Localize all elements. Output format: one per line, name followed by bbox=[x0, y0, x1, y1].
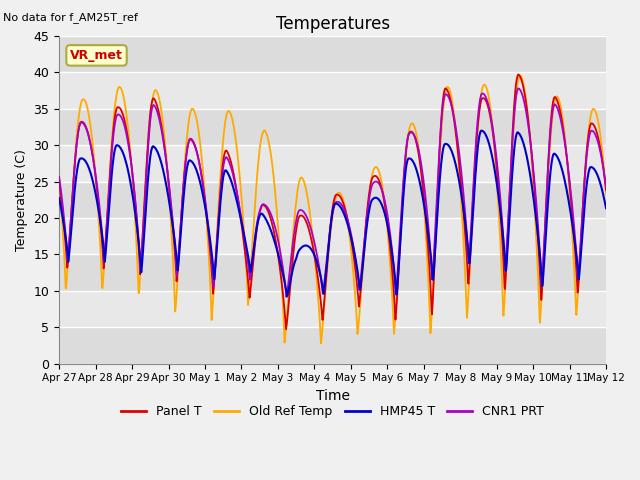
Legend: Panel T, Old Ref Temp, HMP45 T, CNR1 PRT: Panel T, Old Ref Temp, HMP45 T, CNR1 PRT bbox=[116, 400, 549, 423]
Bar bbox=[59, 181, 606, 218]
Bar bbox=[59, 109, 606, 145]
Bar bbox=[59, 145, 606, 181]
Bar bbox=[59, 254, 606, 291]
Title: Temperatures: Temperatures bbox=[276, 15, 390, 33]
Bar bbox=[59, 0, 606, 36]
Text: No data for f_AM25T_ref: No data for f_AM25T_ref bbox=[3, 12, 138, 23]
Bar bbox=[59, 36, 606, 72]
Y-axis label: Temperature (C): Temperature (C) bbox=[15, 149, 28, 251]
Bar bbox=[59, 291, 606, 327]
Bar bbox=[59, 218, 606, 254]
Bar bbox=[59, 72, 606, 109]
Text: VR_met: VR_met bbox=[70, 49, 123, 62]
Bar bbox=[59, 327, 606, 364]
X-axis label: Time: Time bbox=[316, 389, 349, 403]
